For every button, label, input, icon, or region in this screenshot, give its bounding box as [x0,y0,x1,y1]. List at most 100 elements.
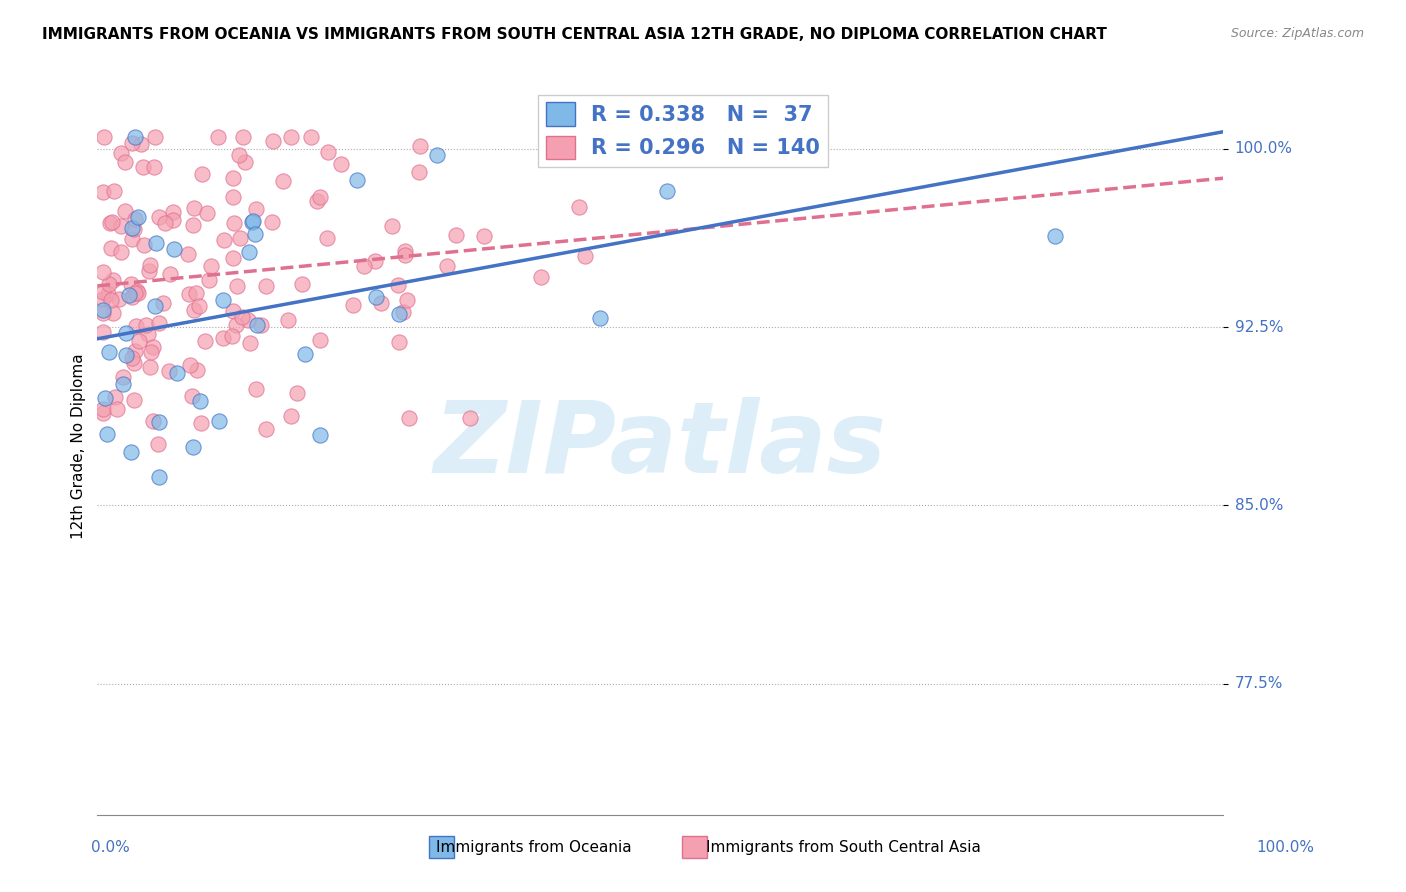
Point [122,392,145,407]
Point [291,277,314,292]
Point [342,298,364,312]
Point [245,227,267,241]
Point [190,417,212,431]
Point [112,370,135,384]
Point [222,216,245,230]
Point [353,259,375,273]
Point [262,215,284,229]
Point [179,286,201,301]
Point [93,129,115,144]
Point [387,277,409,292]
Point [370,296,392,310]
Point [124,212,146,227]
Point [97,287,120,301]
Point [242,214,264,228]
Point [398,411,420,425]
Point [246,318,269,332]
Point [381,219,404,234]
Point [121,351,143,365]
Point [188,299,211,313]
Point [103,184,125,198]
Point [162,213,184,227]
Point [124,222,146,236]
Point [245,202,267,216]
Point [436,259,458,273]
Point [91,303,114,318]
Point [142,340,165,354]
Point [121,136,143,150]
Point [138,264,160,278]
Point [388,307,411,321]
Text: Immigrants from Oceania: Immigrants from Oceania [436,840,633,855]
Point [115,326,138,341]
Point [395,293,418,307]
Point [444,227,467,242]
Text: 92.5%: 92.5% [1234,319,1284,334]
Point [316,145,339,160]
Point [148,316,170,330]
Point [124,129,146,144]
Point [186,363,208,377]
Point [120,445,142,459]
Point [589,311,612,326]
Point [142,160,165,174]
Point [125,285,148,299]
Point [1043,228,1066,243]
Point [121,232,143,246]
Point [233,155,256,169]
Point [132,237,155,252]
Point [91,306,114,320]
Point [309,333,332,347]
Point [96,427,118,442]
Point [100,241,122,255]
Point [186,286,208,301]
Point [131,161,153,175]
Point [183,219,205,233]
Point [94,391,117,405]
Point [124,343,146,358]
Point [138,326,160,341]
Point [222,190,245,204]
Point [191,167,214,181]
Point [101,273,124,287]
Point [595,145,617,160]
Point [179,358,201,372]
Point [232,129,254,144]
Point [655,184,678,198]
Point [91,325,114,339]
Point [148,437,170,451]
Point [159,267,181,281]
Point [222,171,245,186]
Point [195,205,218,219]
Point [148,415,170,429]
Text: 77.5%: 77.5% [1234,676,1282,691]
Text: ZIPatlas: ZIPatlas [434,398,887,494]
Point [114,203,136,218]
Text: Immigrants from South Central Asia: Immigrants from South Central Asia [706,840,981,855]
Point [460,411,482,425]
Point [97,345,120,359]
Point [101,305,124,319]
Point [139,344,162,359]
Point [299,129,322,144]
Point [91,265,114,279]
Point [110,219,132,234]
Point [115,348,138,362]
Point [120,277,142,291]
Point [262,134,284,148]
Point [122,355,145,369]
Text: 0.0%: 0.0% [91,840,131,855]
Point [148,211,170,225]
Point [309,190,332,204]
Point [127,210,149,224]
Point [346,172,368,186]
Point [100,293,122,308]
Point [240,215,263,229]
Point [330,157,353,171]
Point [101,215,124,229]
Legend: R = 0.338   N =  37, R = 0.296   N = 140: R = 0.338 N = 37, R = 0.296 N = 140 [538,95,828,168]
Point [280,129,302,144]
Point [166,367,188,381]
Point [409,138,432,153]
Point [197,273,219,287]
